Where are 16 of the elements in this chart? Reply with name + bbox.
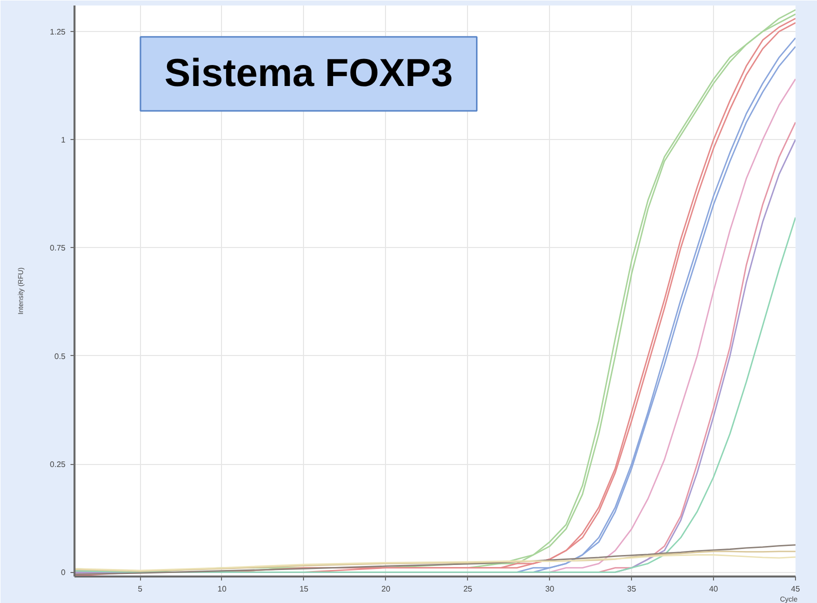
x-tick-label: 15 [299, 584, 309, 594]
x-tick-label: 30 [545, 584, 555, 594]
x-tick-label: 10 [218, 584, 227, 594]
y-tick-label: 1.25 [50, 27, 66, 36]
x-tick-label: 25 [463, 584, 473, 594]
y-tick-label: 0.25 [50, 460, 66, 470]
x-tick-label: 5 [138, 584, 143, 594]
y-tick-label: 0 [61, 568, 66, 578]
x-tick-label: 35 [627, 584, 637, 594]
y-tick-label: 0.5 [54, 352, 66, 361]
x-tick-label: 20 [381, 584, 391, 594]
y-tick-label: 1 [61, 136, 66, 145]
text: Sistema FOXP3 [164, 52, 453, 95]
x-tick-label: 45 [791, 584, 800, 594]
x-tick-label: 40 [709, 584, 719, 594]
y-tick-label: 0.75 [50, 244, 66, 253]
